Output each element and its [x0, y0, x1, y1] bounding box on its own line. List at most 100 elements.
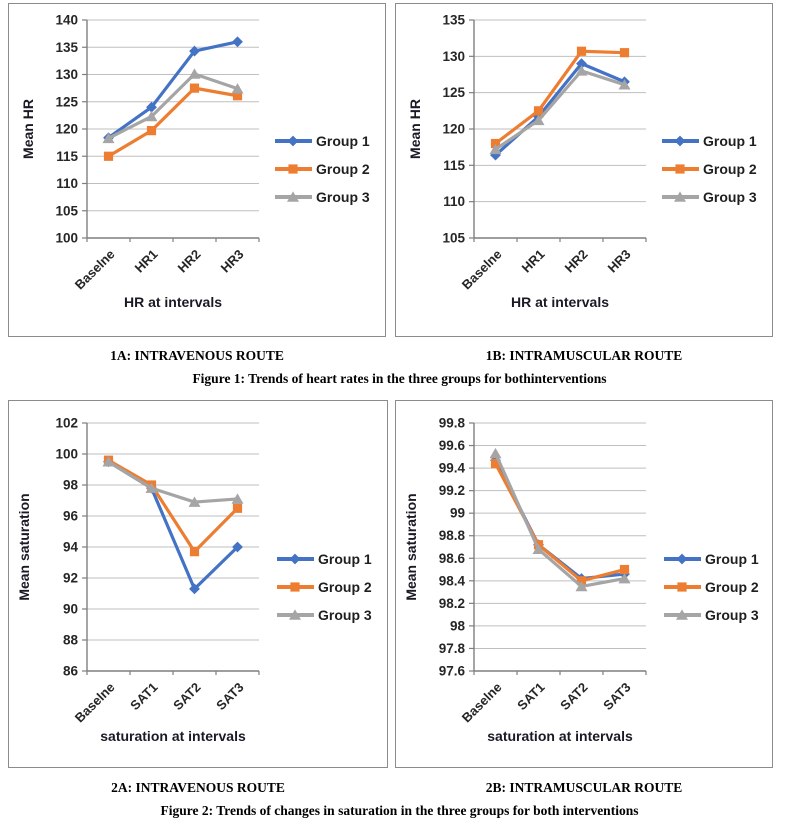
- legend-square-marker: [288, 164, 298, 174]
- y-axis-title: Mean HR: [20, 99, 36, 159]
- y-tick-label: 86: [63, 664, 79, 679]
- y-axis-title: Mean saturation: [16, 493, 32, 600]
- y-tick-label: 98.6: [439, 551, 466, 566]
- legend-label-group-1: Group 1: [705, 551, 759, 567]
- series-line-group-3: [106, 460, 240, 504]
- chart-panel-2a: 86 88 90 92 94 96 98 100 102 Baselne SAT1 SAT2 SAT3 M…: [8, 400, 388, 768]
- triangle-marker: [145, 110, 158, 122]
- x-tick-label: Baselne: [72, 680, 118, 726]
- legend-label-group-2: Group 2: [703, 161, 757, 177]
- y-tick-label: 125: [55, 94, 78, 109]
- y-tick-label: 110: [443, 194, 465, 209]
- series-line-group-2: [493, 461, 627, 583]
- triangle-marker: [618, 572, 631, 584]
- chart-svg-1a: 100 105 110 115 120 125 130 135 140 Baselne HR1 HR2…: [20, 13, 370, 311]
- triangle-marker: [102, 132, 115, 144]
- y-tick-label: 98: [63, 478, 79, 493]
- y-tick-label: 99.4: [439, 461, 466, 476]
- triangle-marker: [188, 68, 201, 79]
- legend-diamond-marker: [287, 135, 299, 147]
- square-marker: [232, 503, 243, 513]
- legend-label-group-3: Group 3: [318, 607, 372, 623]
- y-tick-label: 135: [55, 40, 78, 55]
- series-line-group-2: [493, 49, 627, 146]
- triangle-marker: [102, 456, 115, 467]
- legend-triangle-marker: [287, 191, 299, 202]
- y-tick-label: 99.2: [439, 483, 465, 498]
- series-line-group-1: [106, 460, 240, 591]
- panel-caption-1a: 1A: INTRAVENOUS ROUTE: [110, 348, 284, 363]
- legend-label-group-1: Group 1: [318, 551, 372, 567]
- y-tick-label: 115: [443, 158, 465, 173]
- y-tick-label: 98.4: [439, 573, 466, 588]
- y-tick-label: 99.8: [439, 416, 466, 431]
- y-tick-label: 102: [55, 416, 78, 431]
- x-tick-label: Baselne: [72, 247, 118, 293]
- y-tick-label: 92: [63, 571, 78, 586]
- x-tick-label: HR3: [605, 247, 634, 276]
- x-tick-label: HR2: [175, 247, 204, 276]
- y-tick-label: 88: [63, 633, 79, 648]
- chart-svg-2a: 86 88 90 92 94 96 98 100 102 Baselne SAT1 SAT2 SAT3 M…: [16, 416, 372, 745]
- y-tick-label: 100: [55, 447, 78, 462]
- square-marker: [533, 106, 544, 116]
- chart-svg-2b: 97.6 97.8 98 98.2 98.4 98.6 98.8 99 99.2 99.4 99.6…: [403, 416, 759, 745]
- diamond-marker: [232, 36, 243, 48]
- y-tick-label: 105: [442, 231, 465, 246]
- x-tick-label: SAT2: [557, 680, 590, 713]
- y-tick-label: 99.6: [439, 438, 466, 453]
- y-tick-label: 96: [63, 509, 79, 524]
- x-tick-label: SAT2: [170, 680, 203, 713]
- legend-label-group-3: Group 3: [703, 189, 757, 205]
- chart-panel-2b: 97.6 97.8 98 98.2 98.4 98.6 98.8 99 99.2 99.4 99.6…: [395, 400, 773, 768]
- triangle-marker: [489, 447, 502, 459]
- legend-label-group-1: Group 1: [703, 133, 757, 149]
- legend-label-group-2: Group 2: [316, 161, 370, 177]
- y-tick-label: 120: [442, 122, 465, 137]
- x-tick-label: SAT1: [127, 680, 160, 713]
- x-tick-label: Baselne: [459, 680, 505, 726]
- square-marker: [490, 138, 501, 149]
- y-tick-label: 97.8: [439, 641, 466, 656]
- square-marker: [619, 564, 630, 575]
- square-marker: [619, 48, 630, 58]
- x-tick-label: HR1: [519, 247, 548, 276]
- x-tick-label: HR2: [562, 247, 591, 276]
- x-axis-title: saturation at intervals: [100, 728, 246, 744]
- panel-caption-2a: 2A: INTRAVENOUS ROUTE: [111, 780, 285, 795]
- series-line-group-3: [493, 69, 627, 151]
- series-line-group-3: [106, 72, 240, 140]
- legend-label-group-1: Group 1: [316, 133, 370, 149]
- y-tick-label: 98.2: [439, 596, 465, 611]
- legend-triangle-marker: [676, 609, 688, 620]
- diamond-marker: [232, 541, 243, 553]
- x-tick-label: SAT1: [514, 680, 547, 713]
- panel-caption-1b: 1B: INTRAMUSCULAR ROUTE: [485, 348, 683, 363]
- legend-label-group-2: Group 2: [705, 579, 759, 595]
- y-axis-title: Mean saturation: [403, 493, 419, 600]
- y-tick-label: 125: [442, 85, 465, 100]
- chart-svg-1b: 105 110 115 120 125 130 135 Baselne HR1 HR2 HR3 Mea…: [407, 13, 757, 311]
- series-line-group-1: [106, 40, 240, 140]
- y-tick-label: 99: [450, 506, 465, 521]
- y-tick-label: 140: [55, 13, 78, 28]
- y-axis-title: Mean HR: [407, 99, 423, 159]
- triangle-marker: [575, 65, 588, 76]
- diamond-marker: [576, 58, 587, 69]
- triangle-marker: [618, 79, 631, 90]
- y-tick-label: 94: [63, 540, 79, 555]
- y-tick-label: 115: [56, 149, 78, 164]
- chart-panel-1a: 100 105 110 115 120 125 130 135 140 Baselne HR1 HR2…: [8, 3, 386, 337]
- y-tick-label: 97.6: [439, 664, 466, 679]
- triangle-marker: [575, 580, 588, 592]
- series-line-group-3: [493, 451, 627, 589]
- diamond-marker: [189, 45, 200, 57]
- triangle-marker: [145, 482, 158, 493]
- triangle-marker: [231, 83, 244, 94]
- diamond-marker: [146, 101, 157, 113]
- square-marker: [146, 126, 157, 136]
- y-tick-label: 90: [63, 602, 78, 617]
- x-axis-title: saturation at intervals: [487, 728, 633, 744]
- legend-square-marker: [675, 164, 685, 174]
